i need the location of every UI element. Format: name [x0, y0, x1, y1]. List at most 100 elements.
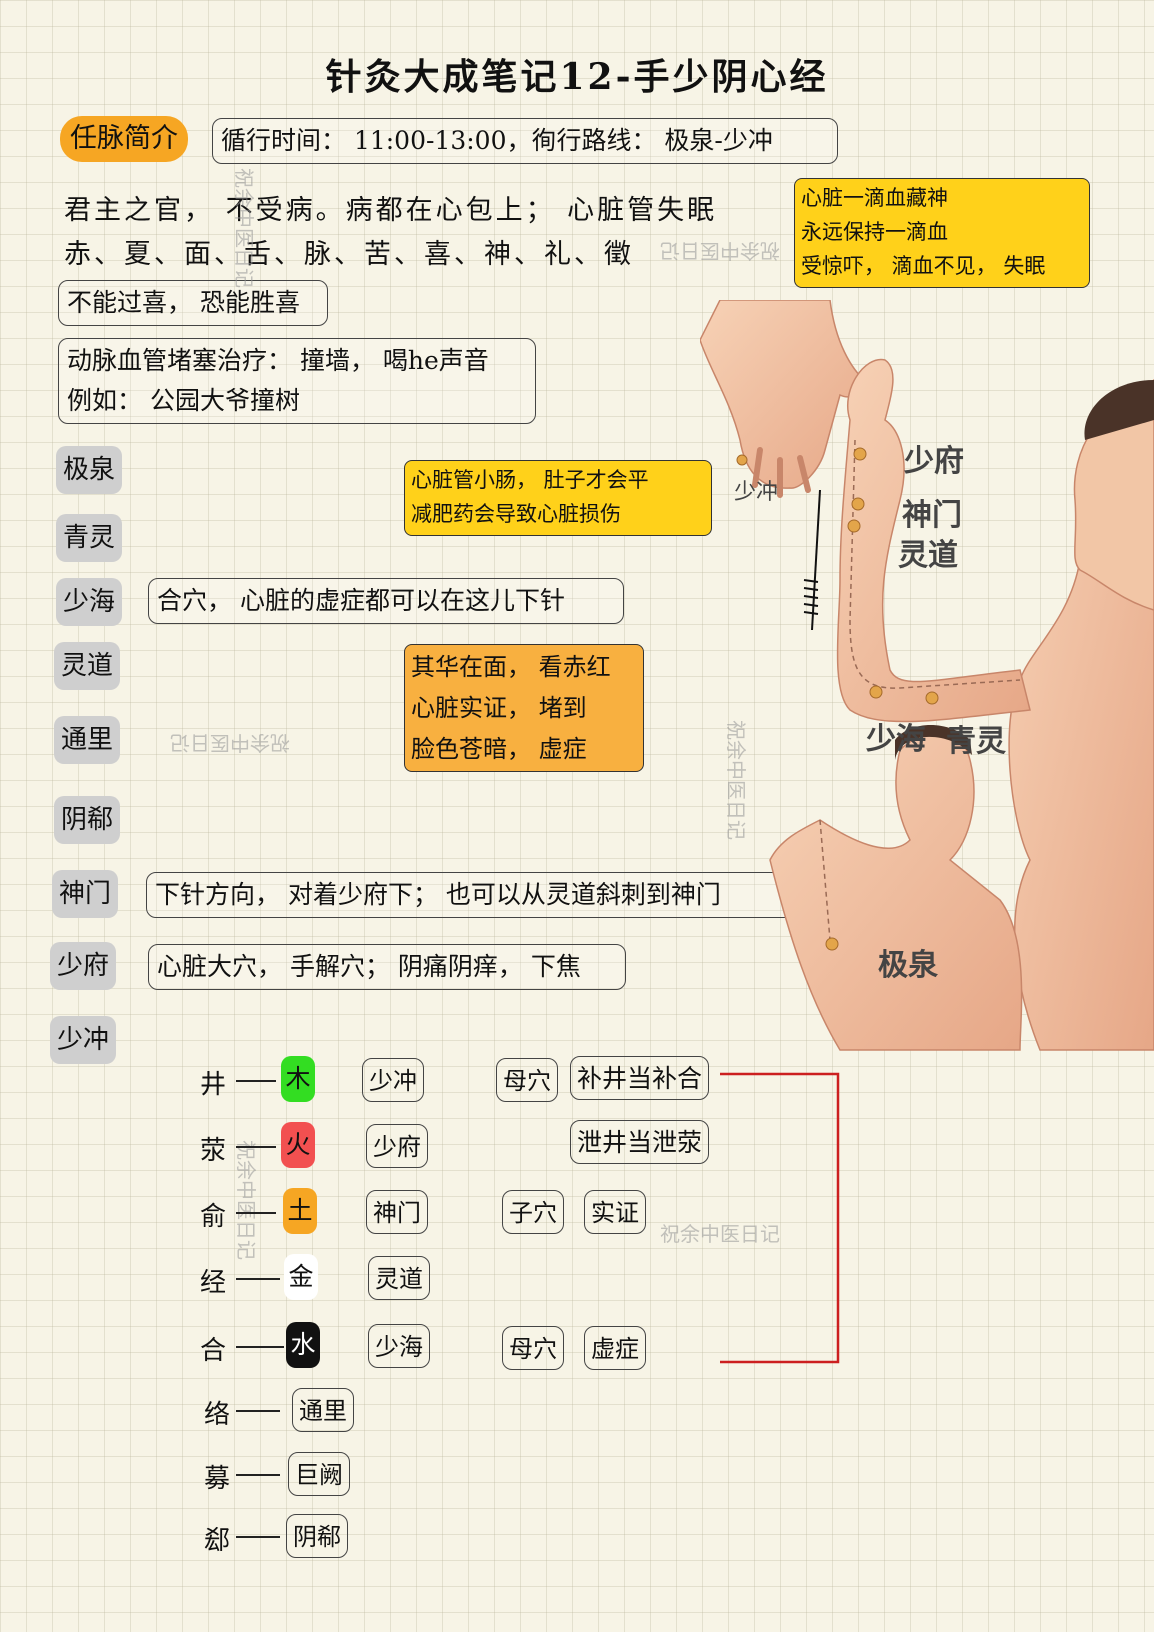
row-label-jing-river: 经	[200, 1268, 227, 1298]
hair-shape	[1084, 380, 1154, 440]
fig-label-shaohai: 少海	[866, 722, 926, 757]
fig-label-jiquan: 极泉	[878, 948, 938, 983]
dot-lingdao	[847, 519, 861, 533]
route-box: 循行时间： 11:00-13:00，徇行路线： 极泉-少冲	[212, 118, 838, 164]
row-label-jing: 井	[200, 1070, 227, 1100]
row-label-shu: 俞	[200, 1202, 227, 1232]
intro-badge: 任脉简介	[60, 116, 188, 162]
watermark: 祝余中医日记	[660, 1222, 780, 1246]
point-jiquan: 极泉	[56, 446, 122, 494]
note-shaofu: 心脏大穴， 手解穴； 阴痛阴痒， 下焦	[148, 944, 626, 990]
excess-label: 实证	[584, 1190, 646, 1234]
meridian-line-lower	[819, 819, 831, 941]
note-blood: 心脏一滴血藏神 永远保持一滴血 受惊吓， 滴血不见， 失眠	[794, 178, 1090, 288]
row-label-mu: 募	[204, 1464, 231, 1494]
artery-box: 动脉血管堵塞治疗： 撞墙， 喝he声音 例如： 公园大爷撞树	[58, 338, 536, 424]
artery-line-1: 动脉血管堵塞治疗： 撞墙， 喝he声音	[67, 346, 489, 375]
watermark: 祝余中医日记	[232, 168, 256, 288]
point-lingdao: 灵道	[54, 642, 120, 690]
deficiency-label: 虚症	[584, 1326, 646, 1370]
acupoint-shaofu: 少府	[366, 1124, 428, 1168]
acupoint-shaochong: 少冲	[362, 1058, 424, 1102]
acupoint-lingdao: 灵道	[368, 1256, 430, 1300]
note-face-line-2: 心脏实证， 堵到	[411, 694, 587, 722]
fig-label-shenmen: 神门	[902, 498, 962, 533]
dot-jiquan	[825, 937, 839, 951]
anatomy-illustration	[700, 300, 1154, 1051]
element-earth: 土	[283, 1188, 317, 1234]
fig-label-qingling: 青灵	[946, 724, 1006, 759]
row-dash	[236, 1536, 280, 1538]
mother-point-2: 母穴	[502, 1326, 564, 1370]
row-label-luo: 络	[204, 1400, 231, 1430]
note-small-intestine: 心脏管小肠， 肚子才会平 减肥药会导致心脏损伤	[404, 460, 712, 536]
watermark: 祝余中医日记	[170, 731, 290, 755]
arm-shape	[836, 358, 1031, 723]
acupoint-shenmen: 神门	[366, 1190, 428, 1234]
dot-shaohai	[869, 685, 883, 699]
note-shenmen: 下针方向， 对着少府下； 也可以从灵道斜刺到神门	[146, 872, 800, 918]
note-shaohai: 合穴， 心脏的虚症都可以在这儿下针	[148, 578, 624, 624]
hand-shape	[700, 300, 872, 489]
row-dash	[236, 1474, 280, 1476]
intro-line-2: 赤、夏、面、舌、脉、苦、喜、神、礼、徵	[64, 239, 634, 270]
acupoint-yinxi: 阴郗	[286, 1514, 348, 1558]
row-dash	[236, 1212, 276, 1214]
child-point: 子穴	[502, 1190, 564, 1234]
fig-label-lingdao: 灵道	[898, 538, 958, 573]
dot-shenmen	[851, 497, 865, 511]
acupoint-juque: 巨阙	[288, 1452, 350, 1496]
row-label-xi: 郄	[204, 1526, 231, 1556]
joy-box: 不能过喜， 恐能胜喜	[58, 280, 328, 326]
row-label-ying: 荥	[200, 1136, 227, 1166]
note-blood-line-2: 永远保持一滴血	[801, 220, 948, 244]
rule-sedate: 泄井当泄荥	[570, 1120, 710, 1164]
note-blood-line-3: 受惊吓， 滴血不见， 失眠	[801, 254, 1046, 278]
connector-path	[720, 1072, 840, 1364]
row-dash	[236, 1146, 276, 1148]
meridian-line	[849, 439, 1021, 689]
acupoint-shaohai: 少海	[368, 1324, 430, 1368]
row-dash	[236, 1410, 280, 1412]
intro-line-1: 君主之官， 不受病。病都在心包上； 心脏管失眠	[64, 195, 718, 226]
pointer-line	[811, 489, 821, 631]
point-shaofu: 少府	[50, 942, 116, 990]
artery-line-2: 例如： 公园大爷撞树	[67, 386, 300, 415]
point-shaochong: 少冲	[50, 1016, 116, 1064]
element-wood: 木	[281, 1056, 315, 1102]
point-yinxi: 阴郗	[54, 796, 120, 844]
note-face-line-1: 其华在面， 看赤红	[411, 653, 611, 681]
dot-shaofu	[853, 447, 867, 461]
note-face-line-3: 脸色苍暗， 虚症	[411, 735, 587, 763]
hatch-marks	[803, 579, 819, 615]
rule-tonify: 补井当补合	[570, 1056, 710, 1100]
fig-label-shaochong: 少冲	[734, 480, 779, 505]
point-shenmen: 神门	[52, 870, 118, 918]
row-dash	[236, 1080, 276, 1082]
note-blood-line-1: 心脏一滴血藏神	[801, 186, 948, 210]
fingers-shape	[752, 447, 811, 498]
second-hair-shape	[895, 725, 972, 760]
row-dash	[236, 1278, 280, 1280]
mother-point-1: 母穴	[496, 1058, 558, 1102]
point-shaohai: 少海	[56, 578, 122, 626]
dot-shaochong	[736, 454, 748, 466]
note-small-line-1: 心脏管小肠， 肚子才会平	[411, 468, 649, 492]
element-water: 水	[286, 1322, 320, 1368]
point-tongli: 通里	[54, 716, 120, 764]
acupoint-tongli: 通里	[292, 1388, 354, 1432]
second-figure-shape	[769, 731, 1023, 1051]
watermark: 祝余中医日记	[660, 239, 780, 263]
row-label-he: 合	[200, 1336, 227, 1366]
note-small-line-2: 减肥药会导致心脏损伤	[411, 502, 621, 526]
row-dash	[236, 1346, 284, 1348]
element-fire: 火	[281, 1122, 315, 1168]
page-title: 针灸大成笔记12-手少阴心经	[325, 56, 829, 98]
note-face: 其华在面， 看赤红 心脏实证， 堵到 脸色苍暗， 虚症	[404, 644, 644, 772]
element-metal: 金	[284, 1254, 318, 1300]
fig-label-shaofu: 少府	[904, 444, 964, 479]
point-qingling: 青灵	[56, 514, 122, 562]
watermark: 祝余中医日记	[234, 1140, 258, 1260]
red-connector	[720, 1072, 840, 1364]
dot-qingling	[925, 691, 939, 705]
